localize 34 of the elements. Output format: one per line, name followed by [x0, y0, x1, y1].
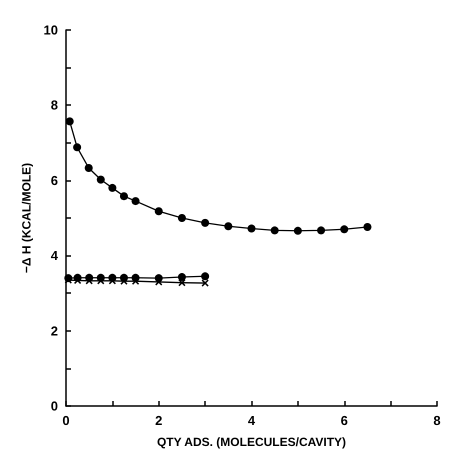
- x-tick-label: 6: [340, 413, 348, 428]
- x-tick-label: 4: [248, 413, 256, 428]
- y-tick-label: 4: [50, 248, 59, 264]
- point: [224, 222, 232, 230]
- point: [154, 207, 163, 216]
- point: [96, 176, 105, 184]
- x-tick-label: 8: [433, 413, 441, 428]
- point: [201, 279, 209, 287]
- point: [178, 278, 186, 286]
- point: [201, 218, 210, 227]
- point: [132, 197, 140, 206]
- point: [108, 184, 116, 192]
- point: [201, 272, 210, 280]
- y-tick-label: 8: [50, 98, 58, 113]
- point: [73, 143, 82, 152]
- point: [317, 226, 326, 234]
- point: [84, 164, 93, 172]
- point: [363, 223, 372, 232]
- point: [178, 273, 186, 282]
- y-tick-label: 6: [50, 172, 58, 188]
- y-tick-label: 0: [50, 398, 58, 414]
- x-axis-title: QTY ADS. (MOLECULES/CAVITY): [156, 435, 346, 449]
- y-axis-title: −Δ H (KCAL/MOLE): [20, 162, 34, 274]
- point: [248, 224, 256, 233]
- point: [120, 192, 128, 200]
- x-tick-label: 0: [62, 413, 70, 428]
- y-tick-label: 10: [44, 22, 58, 38]
- y-tick-label: 2: [50, 323, 58, 338]
- point: [340, 225, 348, 234]
- point: [270, 226, 279, 234]
- point: [294, 226, 302, 235]
- point: [66, 117, 74, 126]
- point: [178, 214, 186, 222]
- x-tick-label: 2: [155, 413, 162, 428]
